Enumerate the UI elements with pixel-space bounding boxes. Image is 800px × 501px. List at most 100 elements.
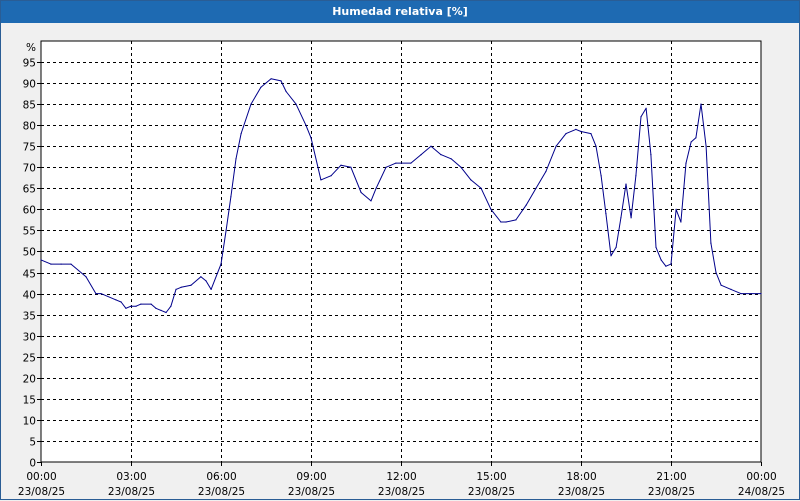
data-point [545, 170, 547, 173]
data-point [100, 293, 102, 295]
y-tick-label: 60 [23, 205, 36, 217]
y-tick-label: 55 [23, 226, 36, 238]
y-tick-label: 80 [23, 121, 36, 133]
data-point [665, 265, 667, 267]
data-point [140, 303, 142, 305]
data-point [350, 166, 352, 168]
data-point [95, 293, 97, 295]
x-tick-time-label: 00:00 [746, 471, 776, 483]
data-point [340, 164, 342, 166]
data-point [480, 187, 482, 189]
x-tick-date-label: 23/08/25 [378, 486, 425, 498]
x-tick-time-label: 18:00 [566, 471, 596, 483]
data-point [505, 221, 507, 223]
y-tick-label: 35 [23, 311, 36, 323]
data-point [605, 213, 607, 215]
data-point [575, 128, 577, 130]
data-point [650, 154, 652, 156]
data-point [675, 208, 677, 210]
data-point [50, 263, 52, 265]
data-point [720, 284, 722, 286]
y-axis: 0 5 10 15 20 25 30 35 40 45 50 55 60 65 70 75 80 85 90 95 [23, 58, 41, 470]
data-point [220, 263, 222, 265]
x-tick-time-label: 15:00 [476, 471, 506, 483]
data-point [705, 145, 707, 147]
data-point [125, 307, 127, 309]
data-point [190, 284, 192, 286]
x-tick-date-label: 23/08/25 [648, 486, 695, 498]
data-point [630, 217, 632, 219]
data-point [620, 217, 622, 219]
y-tick-label: 50 [23, 247, 36, 259]
y-tick-label: 90 [23, 79, 36, 91]
data-point [555, 145, 557, 147]
x-tick-time-label: 12:00 [386, 471, 416, 483]
data-point [70, 263, 72, 265]
grid [41, 41, 761, 462]
data-point [430, 145, 432, 147]
data-point [155, 307, 157, 309]
data-point [225, 229, 227, 231]
y-tick-label: 45 [23, 269, 36, 281]
data-point [115, 299, 117, 301]
data-point [690, 141, 692, 143]
x-tick-date-label: 23/08/25 [468, 486, 515, 498]
data-point [660, 259, 662, 261]
data-point [200, 276, 202, 278]
y-axis-unit-label: % [26, 42, 36, 54]
data-point [535, 187, 537, 189]
y-tick-label: 25 [23, 353, 36, 365]
data-points [40, 78, 762, 314]
data-point [250, 103, 252, 105]
data-point [395, 162, 397, 164]
data-point [410, 162, 412, 164]
data-point [695, 137, 697, 139]
data-point [205, 280, 207, 282]
data-point [40, 259, 42, 261]
data-point [470, 179, 472, 181]
data-point [370, 200, 372, 202]
y-tick-label: 10 [23, 416, 36, 428]
data-point [515, 219, 517, 221]
x-tick-date-label: 23/08/25 [558, 486, 605, 498]
data-point [120, 301, 122, 303]
data-point [360, 191, 362, 194]
x-tick-time-label: 06:00 [206, 471, 236, 483]
data-point [175, 288, 177, 290]
y-tick-label: 40 [23, 290, 36, 302]
y-tick-label: 15 [23, 395, 36, 407]
x-tick-date-label: 23/08/25 [198, 486, 245, 498]
data-point [170, 305, 172, 307]
y-tick-label: 85 [23, 100, 36, 112]
data-point [760, 293, 762, 295]
data-point [180, 286, 182, 288]
data-point [285, 90, 287, 93]
data-point [210, 288, 212, 290]
data-point [385, 166, 387, 168]
data-point [165, 311, 167, 314]
data-point [610, 255, 612, 257]
data-point [420, 154, 422, 156]
data-point [580, 130, 582, 133]
y-tick-label: 95 [23, 58, 36, 70]
data-point [590, 133, 592, 135]
data-point [375, 187, 377, 189]
y-tick-label: 75 [23, 142, 36, 154]
data-point [740, 293, 742, 295]
data-point [715, 271, 717, 274]
data-point [655, 246, 657, 248]
x-tick-date-label: 24/08/25 [738, 486, 785, 498]
data-point [600, 175, 602, 177]
chart-title: Humedad relativa [%] [1, 1, 799, 23]
x-tick-time-label: 00:00 [26, 471, 56, 483]
data-point [595, 145, 597, 147]
data-point [320, 179, 322, 181]
data-point [270, 78, 272, 80]
data-point [565, 133, 567, 135]
data-point [240, 133, 242, 135]
data-point [135, 305, 137, 307]
x-axis: 00:00 23/08/25 03:00 23/08/25 06:00 23/08/25 0… [18, 462, 785, 498]
y-tick-label: 70 [23, 163, 36, 175]
